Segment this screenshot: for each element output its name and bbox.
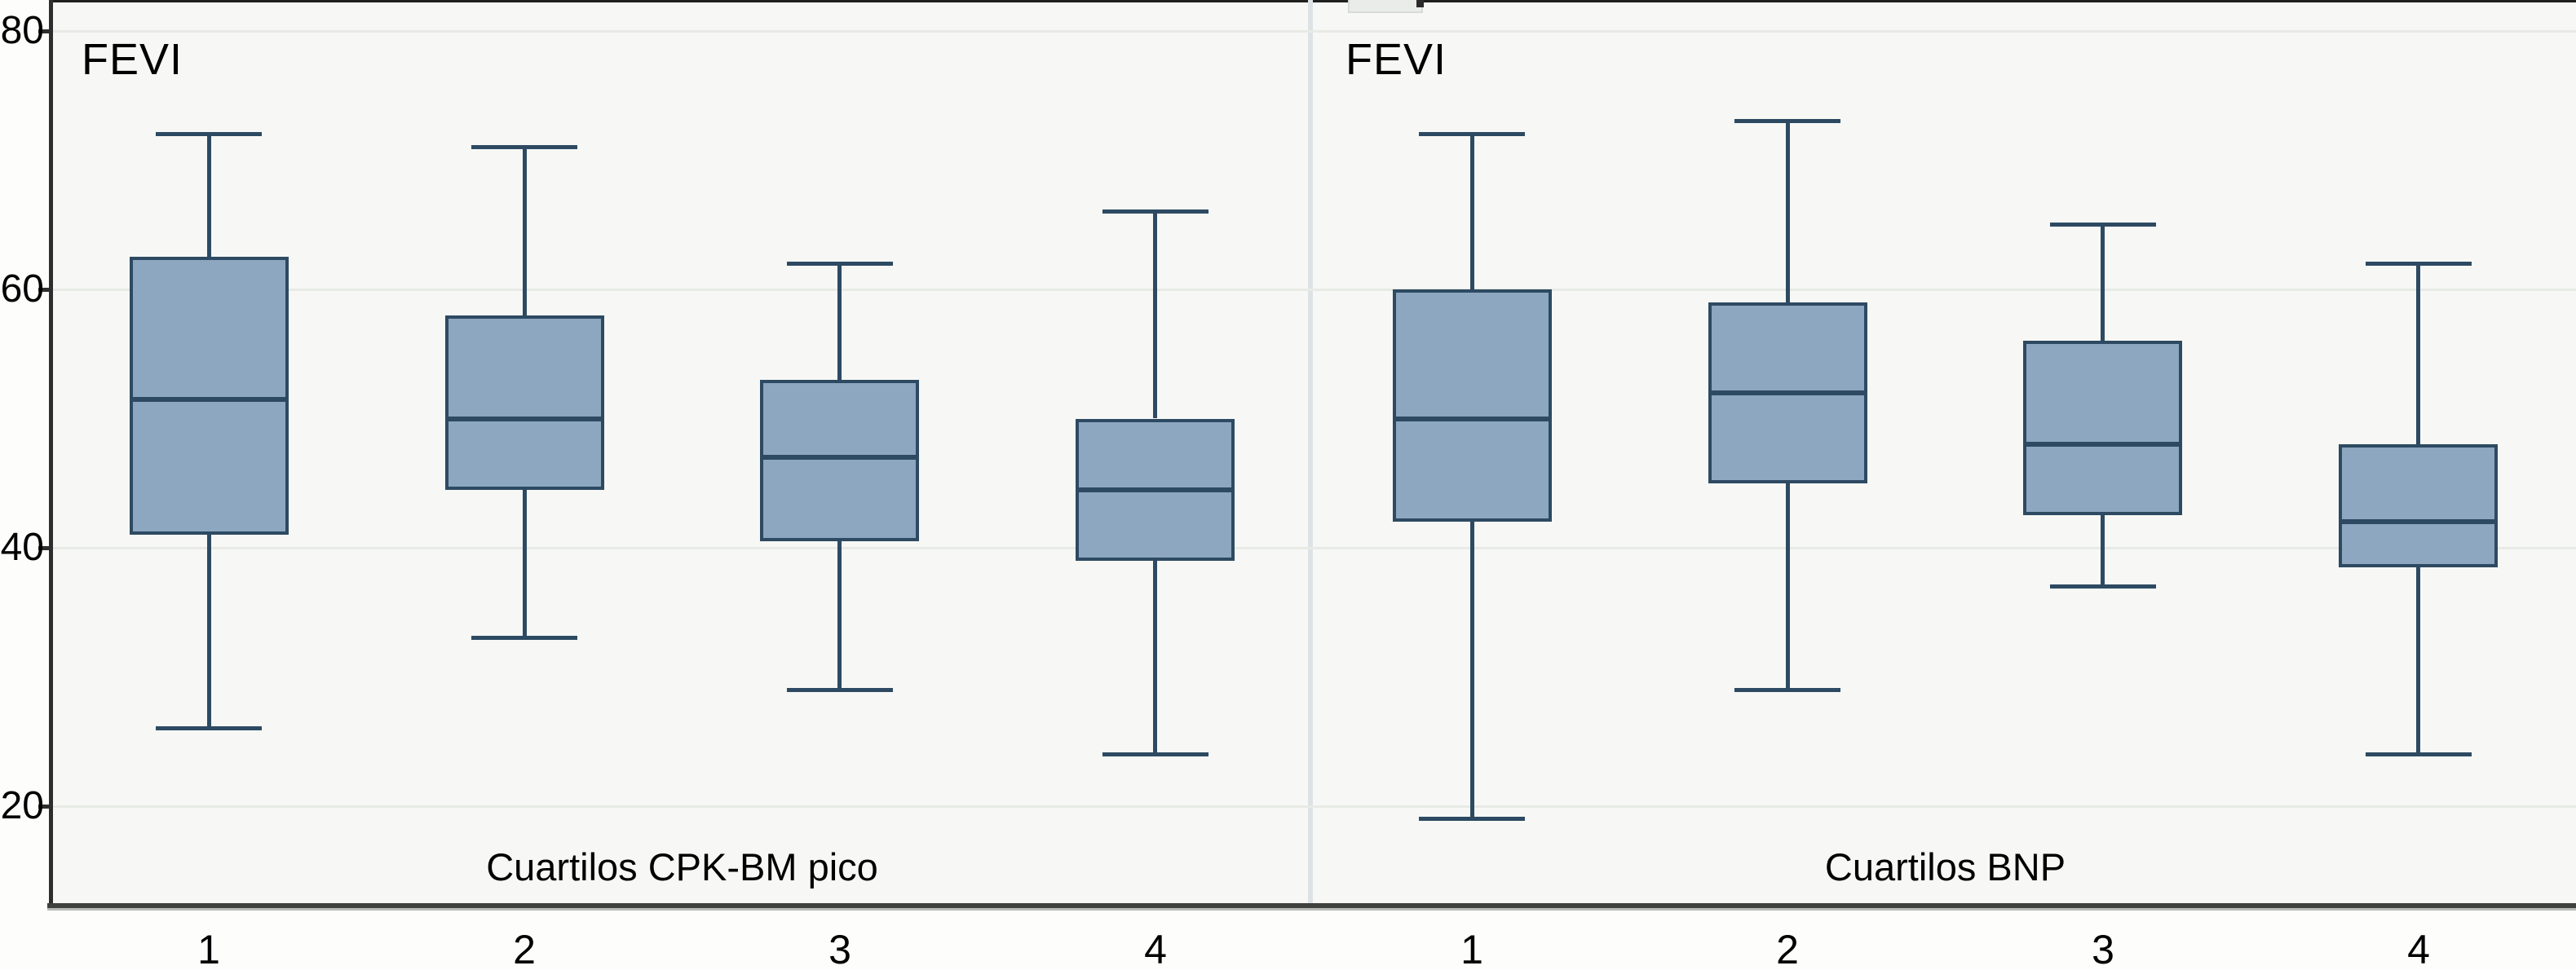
whisker-min-cap	[156, 726, 263, 731]
whisker-max-cap	[156, 132, 263, 137]
gridline-60	[51, 288, 2576, 291]
whisker-max-cap	[2365, 261, 2472, 266]
iqr-box	[2023, 341, 2183, 516]
whisker-upper-line	[1785, 121, 1790, 302]
whisker-max-cap	[471, 145, 578, 150]
median-line	[2339, 519, 2499, 525]
whisker-min-cap	[1734, 687, 1841, 692]
iqr-box	[1392, 289, 1552, 522]
left-category-label-3: 3	[828, 927, 851, 970]
y-tick-label-40: 40	[0, 526, 44, 569]
median-line	[1708, 390, 1867, 395]
whisker-lower-line	[1469, 522, 1474, 819]
left-category-label-2: 2	[513, 927, 536, 970]
left-panel-y-variable-label: FEVI	[82, 35, 183, 84]
y-tick-mark-20	[38, 805, 51, 809]
whisker-lower-line	[2101, 515, 2105, 587]
whisker-min-cap	[2365, 752, 2472, 757]
whisker-upper-line	[2101, 224, 2105, 342]
whisker-lower-line	[837, 541, 842, 690]
whisker-upper-line	[1469, 134, 1474, 289]
whisker-upper-line	[206, 134, 211, 258]
iqr-box	[444, 315, 604, 490]
right-panel-y-variable-label: FEVI	[1345, 35, 1447, 84]
y-tick-label-20: 20	[0, 784, 44, 827]
y-tick-label-80: 80	[0, 9, 44, 52]
panel-divider-line	[1308, 0, 1313, 906]
whisker-lower-line	[522, 489, 527, 638]
whisker-upper-line	[1153, 211, 1158, 419]
whisker-max-cap	[786, 261, 893, 266]
whisker-max-cap	[1419, 132, 1526, 137]
whisker-min-cap	[786, 687, 893, 692]
y-tick-mark-40	[38, 546, 51, 550]
cropped-legend-remnant-mark	[1416, 0, 1424, 7]
whisker-upper-line	[522, 147, 527, 315]
median-line	[2023, 442, 2183, 448]
whisker-max-cap	[1102, 209, 1208, 214]
whisker-lower-line	[206, 535, 211, 729]
left-category-label-1: 1	[197, 927, 220, 970]
whisker-max-cap	[1734, 119, 1841, 124]
right-category-label-2: 2	[1776, 927, 1799, 970]
iqr-box	[760, 379, 920, 542]
median-line	[129, 396, 289, 402]
gridline-80	[51, 29, 2576, 33]
iqr-box	[2339, 444, 2499, 567]
x-axis-line	[47, 903, 2576, 908]
left-panel-x-axis-title: Cuartilos CPK-BM pico	[486, 845, 878, 888]
median-line	[444, 416, 604, 421]
whisker-lower-line	[2416, 567, 2421, 755]
whisker-min-cap	[1102, 752, 1208, 757]
median-line	[760, 455, 920, 461]
whisker-upper-line	[2416, 263, 2421, 445]
whisker-upper-line	[837, 263, 842, 380]
whisker-min-cap	[1419, 817, 1526, 822]
cropped-top-border-line	[51, 0, 2576, 2]
right-category-label-1: 1	[1460, 927, 1483, 970]
y-tick-mark-80	[38, 29, 51, 33]
left-category-label-4: 4	[1144, 927, 1167, 970]
median-line	[1076, 487, 1235, 492]
gridline-20	[51, 805, 2576, 808]
cropped-legend-remnant	[1348, 0, 1423, 13]
whisker-max-cap	[2049, 223, 2156, 227]
whisker-lower-line	[1785, 483, 1790, 690]
y-tick-label-60: 60	[0, 267, 44, 311]
right-category-label-4: 4	[2407, 927, 2430, 970]
y-tick-mark-60	[38, 288, 51, 292]
x-axis-line-shadow	[47, 908, 2576, 910]
right-category-label-3: 3	[2092, 927, 2114, 970]
median-line	[1392, 416, 1552, 421]
whisker-min-cap	[471, 636, 578, 641]
y-axis-line	[49, 0, 53, 908]
iqr-box	[129, 257, 289, 536]
gridline-40	[51, 546, 2576, 549]
whisker-min-cap	[2049, 584, 2156, 589]
right-panel-x-axis-title: Cuartilos BNP	[1824, 845, 2066, 888]
whisker-lower-line	[1153, 560, 1158, 755]
